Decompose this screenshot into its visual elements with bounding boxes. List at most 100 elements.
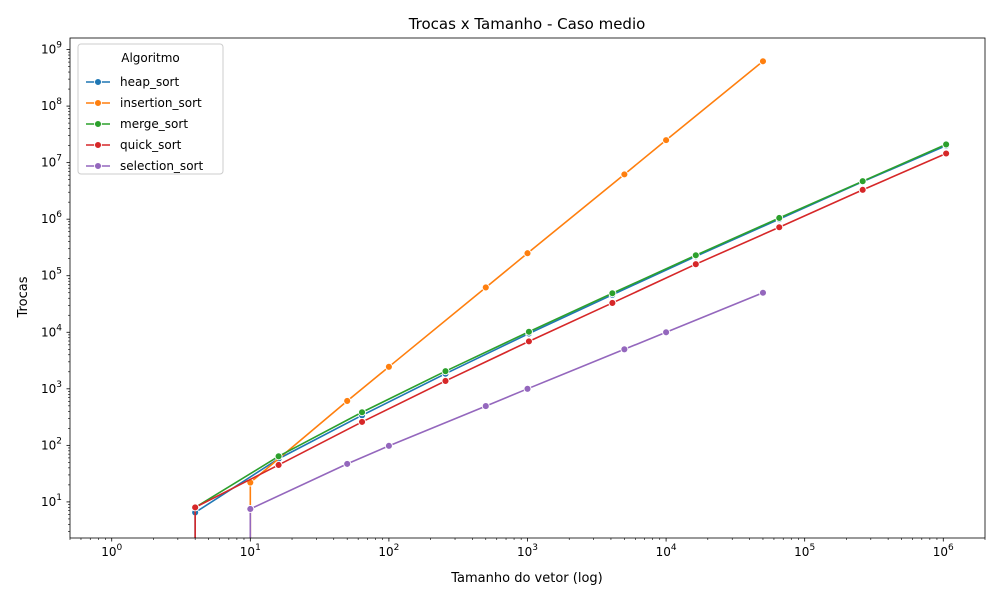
series-layer <box>191 57 951 538</box>
y-axis-label: Trocas <box>16 276 31 318</box>
legend-label: quick_sort <box>120 138 182 152</box>
y-tick-label-exponent: 8 <box>56 97 62 107</box>
y-tick-label-exponent: 1 <box>56 493 62 503</box>
data-point-selection_sort <box>523 384 532 393</box>
y-tick-label-exponent: 3 <box>56 380 62 390</box>
legend-item-merge_sort: merge_sort <box>86 117 188 131</box>
x-tick-label-exponent: 2 <box>394 543 400 553</box>
x-tick-label-base: 10 <box>240 545 255 559</box>
y-tick-label: 109 <box>41 41 62 57</box>
x-tick-label-exponent: 3 <box>532 543 538 553</box>
data-point-insertion_sort <box>523 249 532 258</box>
series-quick_sort <box>191 149 951 538</box>
y-tick-label-exponent: 2 <box>56 436 62 446</box>
x-tick-label-exponent: 6 <box>948 543 954 553</box>
legend-label: merge_sort <box>120 117 188 131</box>
legend-swatch-marker <box>94 141 102 149</box>
data-point-insertion_sort <box>384 362 393 371</box>
data-point-merge_sort <box>608 289 617 298</box>
y-tick-label-base: 10 <box>41 325 56 339</box>
data-point-insertion_sort <box>759 57 767 66</box>
y-tick-label: 107 <box>41 154 62 170</box>
data-point-insertion_sort <box>481 283 490 292</box>
data-point-merge_sort <box>358 408 366 417</box>
x-tick-label-exponent: 5 <box>809 543 815 553</box>
y-tick-label: 106 <box>41 210 62 226</box>
data-point-merge_sort <box>858 177 867 186</box>
series-selection_sort <box>246 288 767 538</box>
data-point-selection_sort <box>759 288 767 297</box>
data-point-merge_sort <box>691 251 700 260</box>
legend-title: Algoritmo <box>121 51 180 65</box>
data-point-merge_sort <box>775 214 784 222</box>
data-point-insertion_sort <box>620 170 629 179</box>
y-tick-label-base: 10 <box>41 43 56 57</box>
x-tick-label: 102 <box>378 543 399 559</box>
y-tick-label-exponent: 7 <box>56 154 62 164</box>
x-tick-label-base: 10 <box>101 545 116 559</box>
y-tick-label: 105 <box>41 267 62 283</box>
x-tick-label-base: 10 <box>933 545 948 559</box>
data-point-selection_sort <box>620 345 629 354</box>
legend-item-selection_sort: selection_sort <box>86 159 203 173</box>
data-point-selection_sort <box>481 402 490 411</box>
legend-item-heap_sort: heap_sort <box>86 75 179 89</box>
x-tick-label-exponent: 1 <box>255 543 261 553</box>
y-tick-label: 108 <box>41 97 62 113</box>
y-tick-label-base: 10 <box>41 212 56 226</box>
legend-swatch-marker <box>94 162 102 170</box>
x-tick-label: 100 <box>101 543 122 559</box>
data-point-quick_sort <box>775 223 784 232</box>
y-tick-label-exponent: 4 <box>56 323 62 333</box>
data-point-selection_sort <box>343 459 352 468</box>
legend-box <box>77 43 224 175</box>
data-point-quick_sort <box>942 149 951 158</box>
x-tick-label-base: 10 <box>794 545 809 559</box>
legend-item-insertion_sort: insertion_sort <box>86 96 202 110</box>
y-tick-label-exponent: 5 <box>56 267 62 277</box>
data-point-selection_sort <box>246 505 255 513</box>
series-insertion_sort <box>246 57 767 538</box>
data-point-quick_sort <box>691 260 700 269</box>
x-tick-label-exponent: 0 <box>116 543 122 553</box>
y-tick-label-base: 10 <box>41 99 56 113</box>
data-point-quick_sort <box>274 461 283 469</box>
data-point-merge_sort <box>274 452 283 461</box>
y-tick-label: 103 <box>41 380 62 396</box>
legend-label: selection_sort <box>120 159 203 173</box>
legend-item-quick_sort: quick_sort <box>86 138 182 152</box>
data-point-merge_sort <box>524 327 533 336</box>
y-tick-label-base: 10 <box>41 269 56 283</box>
y-tick-label-exponent: 6 <box>56 210 62 220</box>
legend: Algoritmo heap_sort insertion_sort merge_so… <box>77 43 224 175</box>
y-tick-label-base: 10 <box>41 382 56 396</box>
data-point-selection_sort <box>384 441 393 450</box>
data-point-quick_sort <box>608 299 617 307</box>
data-point-quick_sort <box>858 185 867 194</box>
data-point-quick_sort <box>441 376 450 385</box>
y-tick-label: 102 <box>41 436 62 452</box>
x-tick-label-base: 10 <box>378 545 393 559</box>
data-point-quick_sort <box>191 503 200 512</box>
x-tick-label: 106 <box>933 543 954 559</box>
legend-label: heap_sort <box>120 75 179 89</box>
series-line-merge_sort <box>194 143 947 509</box>
y-tick-label: 104 <box>41 323 62 339</box>
data-point-quick_sort <box>358 417 366 426</box>
legend-swatch-marker <box>94 99 102 107</box>
x-tick-label: 104 <box>656 543 677 559</box>
x-tick-label-base: 10 <box>656 545 671 559</box>
x-tick-label-base: 10 <box>517 545 532 559</box>
y-tick-label-base: 10 <box>41 156 56 170</box>
y-tick-label-base: 10 <box>41 438 56 452</box>
x-tick-label-exponent: 4 <box>671 543 677 553</box>
data-point-merge_sort <box>942 140 951 149</box>
y-tick-label: 101 <box>41 493 62 509</box>
data-point-selection_sort <box>662 328 671 337</box>
chart-title: Trocas x Tamanho - Caso medio <box>408 15 646 33</box>
plot-area: 100 101 102 103 104 105 1061011021031041051061… <box>41 37 986 559</box>
x-tick-label: 101 <box>240 543 261 559</box>
data-point-insertion_sort <box>662 136 671 145</box>
data-point-insertion_sort <box>343 397 352 405</box>
data-point-merge_sort <box>441 367 450 376</box>
